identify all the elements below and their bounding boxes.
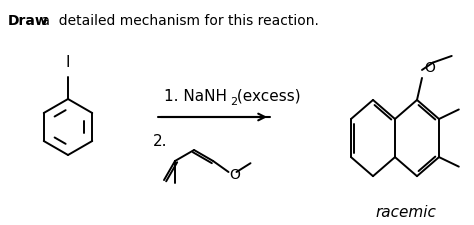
Text: (excess): (excess) [232,89,301,104]
Text: 2.: 2. [153,133,167,148]
Text: 1. NaNH: 1. NaNH [164,89,228,104]
Text: I: I [66,55,70,70]
Text: Draw: Draw [8,14,49,28]
Text: a  detailed mechanism for this reaction.: a detailed mechanism for this reaction. [37,14,319,28]
Text: 2: 2 [230,97,237,106]
Text: O: O [424,61,435,75]
Text: O: O [229,167,240,181]
Text: racemic: racemic [375,204,437,219]
